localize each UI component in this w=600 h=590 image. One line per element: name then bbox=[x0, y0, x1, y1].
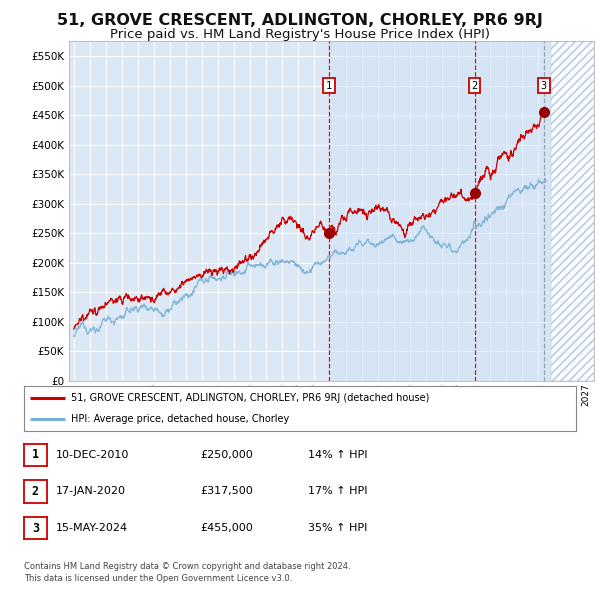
Text: 14% ↑ HPI: 14% ↑ HPI bbox=[308, 450, 367, 460]
Bar bbox=[330, 41, 551, 381]
Text: 2: 2 bbox=[472, 81, 478, 90]
Text: 51, GROVE CRESCENT, ADLINGTON, CHORLEY, PR6 9RJ (detached house): 51, GROVE CRESCENT, ADLINGTON, CHORLEY, … bbox=[71, 394, 429, 404]
Bar bbox=[551, 41, 594, 381]
Text: HPI: Average price, detached house, Chorley: HPI: Average price, detached house, Chor… bbox=[71, 414, 289, 424]
Text: 3: 3 bbox=[541, 81, 547, 90]
Bar bbox=[551, 41, 594, 381]
Text: 10-DEC-2010: 10-DEC-2010 bbox=[56, 450, 129, 460]
Text: Price paid vs. HM Land Registry's House Price Index (HPI): Price paid vs. HM Land Registry's House … bbox=[110, 28, 490, 41]
Text: 17% ↑ HPI: 17% ↑ HPI bbox=[308, 487, 367, 496]
Text: Contains HM Land Registry data © Crown copyright and database right 2024.
This d: Contains HM Land Registry data © Crown c… bbox=[24, 562, 350, 583]
Text: 3: 3 bbox=[32, 522, 39, 535]
Text: 35% ↑ HPI: 35% ↑ HPI bbox=[308, 523, 367, 533]
Text: £317,500: £317,500 bbox=[200, 487, 253, 496]
Text: 17-JAN-2020: 17-JAN-2020 bbox=[56, 487, 126, 496]
Text: 1: 1 bbox=[32, 448, 39, 461]
Text: £455,000: £455,000 bbox=[200, 523, 253, 533]
Text: 15-MAY-2024: 15-MAY-2024 bbox=[56, 523, 128, 533]
Text: 2: 2 bbox=[32, 485, 39, 498]
Text: 51, GROVE CRESCENT, ADLINGTON, CHORLEY, PR6 9RJ: 51, GROVE CRESCENT, ADLINGTON, CHORLEY, … bbox=[57, 13, 543, 28]
Text: £250,000: £250,000 bbox=[200, 450, 253, 460]
Text: 1: 1 bbox=[326, 81, 332, 90]
